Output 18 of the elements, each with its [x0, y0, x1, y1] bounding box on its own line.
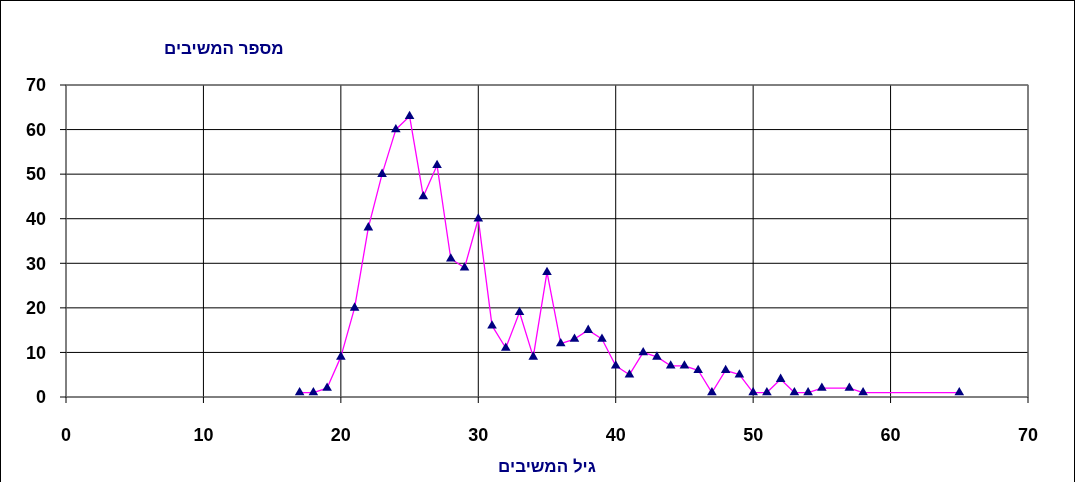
y-tick-label: 40 — [25, 209, 46, 230]
y-tick-label: 30 — [25, 253, 46, 274]
y-tick-label: 20 — [25, 298, 46, 319]
x-axis-title: גיל המשיבים — [498, 457, 596, 476]
y-tick-label: 0 — [35, 387, 46, 408]
x-tick-label: 10 — [193, 425, 214, 445]
x-tick-label: 70 — [1017, 425, 1039, 445]
x-tick-label: 60 — [880, 425, 901, 445]
y-tick-label: 60 — [25, 119, 46, 140]
y-axis-title: מספר המשיבים — [164, 39, 284, 58]
y-tick-label: 50 — [25, 164, 46, 185]
x-tick-label: 30 — [468, 425, 489, 445]
y-tick-label: 10 — [25, 342, 46, 363]
x-tick-label: 50 — [743, 425, 764, 445]
x-tick-label: 0 — [60, 425, 72, 445]
x-tick-label: 20 — [330, 425, 351, 445]
y-tick-label: 70 — [25, 75, 46, 96]
x-tick-label: 40 — [605, 425, 626, 445]
